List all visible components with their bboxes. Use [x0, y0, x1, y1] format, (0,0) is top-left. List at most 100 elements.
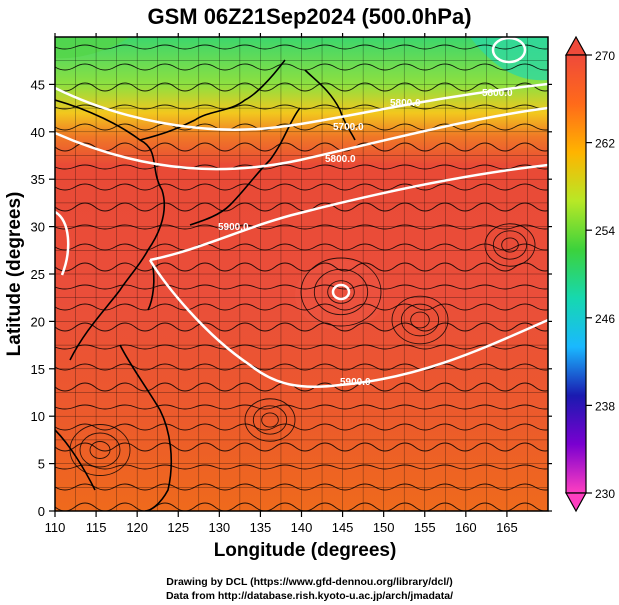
contour-5800-north — [55, 106, 548, 171]
y-axis: 0 5 10 15 20 25 30 35 40 45 — [31, 77, 552, 519]
contour-5700 — [55, 82, 548, 131]
streamline — [55, 502, 548, 511]
x-tick-label: 145 — [332, 520, 354, 535]
x-tick-label: 115 — [86, 520, 107, 535]
vortex-streamline — [410, 311, 430, 329]
streamline — [55, 104, 548, 110]
y-tick-label: 0 — [38, 504, 45, 519]
contour-label: 5900.0 — [340, 377, 371, 388]
contour-labels: 5700.0 5800.0 5900.0 5900.0 5800.0 5800.… — [218, 88, 513, 388]
japan-coast — [189, 107, 301, 226]
colorbar-tick-label: 246 — [595, 312, 615, 326]
streamline — [55, 123, 548, 131]
x-axis: 110 115 120 125 130 135 140 145 150 155 160 165 — [45, 33, 518, 535]
colorbar-top-arrow — [564, 35, 588, 56]
vortex-streamline — [492, 230, 528, 260]
vortex-streamline — [252, 405, 288, 435]
x-tick-label: 150 — [373, 520, 395, 535]
contour-5900-south — [148, 259, 548, 389]
colorbar-tick-label: 230 — [595, 487, 615, 501]
vortex-streamline — [300, 257, 382, 327]
vortex-streamline — [244, 398, 296, 442]
grid-lines — [55, 37, 548, 511]
y-tick-label: 35 — [31, 172, 45, 187]
height-contours — [55, 37, 548, 389]
streamline — [55, 322, 548, 332]
contour-label: 5800.0 — [390, 98, 421, 109]
streamline — [55, 344, 548, 350]
x-tick-label: 135 — [250, 520, 272, 535]
x-tick-label: 130 — [208, 520, 230, 535]
credit-drawing: Drawing by DCL (https://www.gfd-dennou.o… — [166, 576, 453, 588]
vortex-streamline — [327, 280, 355, 304]
contour-5900-north — [149, 163, 548, 262]
streamline — [55, 183, 548, 191]
x-tick-label: 110 — [45, 520, 66, 535]
contour-label: 5900.0 — [218, 222, 249, 233]
colorbar-ramp — [565, 54, 587, 494]
coastlines — [55, 59, 356, 511]
colorbar-bottom-arrow — [564, 492, 588, 513]
indochina-coast — [55, 429, 96, 491]
streamline — [55, 483, 548, 491]
streamline — [55, 142, 548, 152]
y-axis-label: Latitude (degrees) — [4, 192, 25, 357]
contour-label: 5800.0 — [325, 154, 356, 165]
contour-low-center — [491, 37, 527, 64]
streamline — [55, 303, 548, 311]
vortex-streamline — [484, 223, 536, 267]
streamline — [55, 82, 548, 92]
warm-core — [295, 260, 385, 330]
cold-core-region — [470, 37, 548, 81]
x-tick-label: 140 — [291, 520, 313, 535]
y-tick-label: 20 — [31, 314, 45, 329]
x-tick-label: 160 — [455, 520, 477, 535]
vortex-streamline — [400, 303, 440, 337]
streamline — [55, 284, 548, 290]
y-tick-label: 30 — [31, 220, 45, 235]
colorbar-tick-label: 238 — [595, 399, 615, 413]
vortex-streamline — [391, 295, 449, 345]
wind-streamlines — [55, 44, 548, 511]
colorbar-tick-label: 262 — [595, 137, 615, 151]
x-tick-label: 165 — [496, 520, 518, 535]
colorbar-ticks: 270 262 254 246 238 230 — [586, 49, 615, 501]
cool-region — [55, 37, 130, 59]
colorbar-tick-label: 254 — [595, 224, 615, 238]
streamline — [55, 404, 548, 410]
vortex-streamline — [89, 441, 111, 459]
vortex-streamline — [261, 412, 279, 428]
x-tick-label: 120 — [126, 520, 148, 535]
y-tick-label: 10 — [31, 409, 45, 424]
vortex-streamline — [313, 268, 369, 316]
plot-field: 5700.0 5800.0 5900.0 5900.0 5800.0 5800.… — [55, 37, 548, 511]
streamline — [55, 363, 548, 371]
y-tick-label: 15 — [31, 362, 45, 377]
colorbar: 270 262 254 246 238 230 — [564, 35, 615, 513]
contour-label: 5800.0 — [482, 88, 513, 99]
streamline — [55, 423, 548, 431]
streamline — [55, 442, 548, 452]
y-tick-label: 5 — [38, 457, 45, 472]
x-axis-label: Longitude (degrees) — [214, 540, 397, 561]
chart-title: GSM 06Z21Sep2024 (500.0hPa) — [147, 4, 472, 29]
vortex-streamline — [69, 424, 131, 476]
colorbar-tick-label: 270 — [595, 49, 615, 63]
contour-label: 5700.0 — [333, 122, 364, 133]
china-coast — [55, 99, 166, 361]
streamline — [55, 44, 548, 50]
credit-data: Data from http://database.rish.kyoto-u.a… — [165, 590, 454, 602]
y-tick-label: 45 — [31, 77, 45, 92]
streamline — [55, 464, 548, 470]
korea-manchuria-coast — [139, 59, 286, 141]
x-tick-label: 125 — [167, 520, 189, 535]
vortex-streamline — [501, 237, 519, 253]
y-tick-label: 25 — [31, 267, 45, 282]
streamline — [55, 224, 548, 230]
philippines-coast — [119, 344, 173, 511]
contour-high-center — [331, 283, 351, 301]
y-tick-label: 40 — [31, 125, 45, 140]
vortex-streamline — [79, 432, 121, 468]
contour-west-edge — [55, 210, 70, 276]
